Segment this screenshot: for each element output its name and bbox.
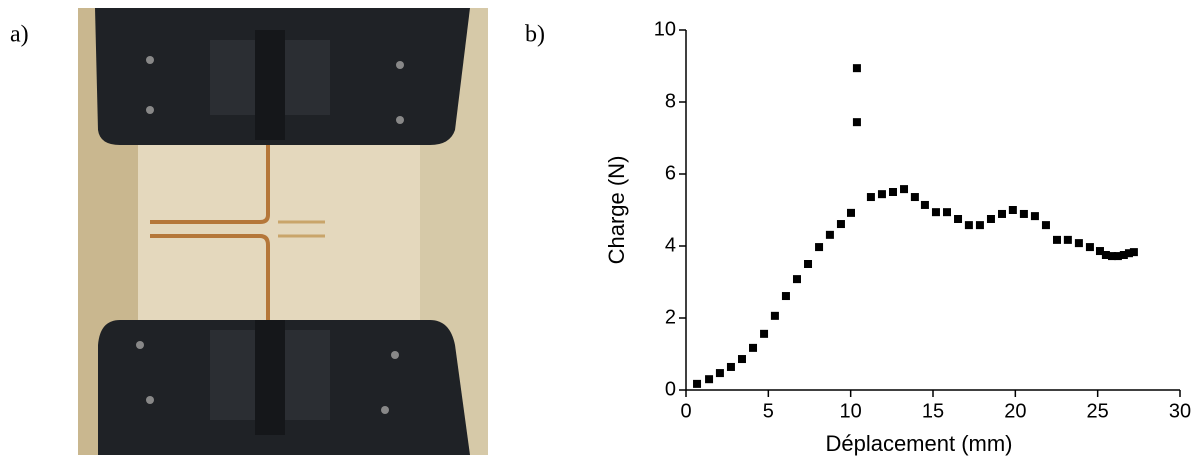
- point: [1085, 243, 1094, 252]
- point: [1052, 235, 1061, 244]
- point: [942, 208, 951, 217]
- point: [1119, 251, 1128, 259]
- y-tick-label: 8: [665, 90, 676, 112]
- point: [792, 275, 801, 284]
- point: [749, 343, 758, 352]
- point: [1095, 247, 1104, 256]
- x-tick-label: 5: [763, 400, 774, 422]
- point: [1041, 221, 1050, 230]
- point: [866, 193, 875, 202]
- point: [815, 243, 824, 252]
- point: [1030, 212, 1039, 221]
- point: [1063, 235, 1072, 244]
- point: [1074, 239, 1083, 248]
- x-axis-title: Déplacement (mm): [825, 431, 1012, 456]
- point: [836, 220, 845, 229]
- point: [804, 260, 813, 268]
- x-tick-label: 15: [922, 400, 944, 422]
- point: [1008, 206, 1017, 214]
- point: [1129, 248, 1138, 257]
- y-tick-label: 2: [665, 306, 676, 328]
- y-tick-label: 4: [665, 234, 676, 256]
- point: [900, 185, 909, 194]
- point: [770, 311, 779, 320]
- point: [726, 362, 735, 371]
- point: [920, 200, 929, 209]
- point: [1019, 209, 1028, 218]
- point: [715, 369, 724, 378]
- point: [705, 375, 714, 384]
- point: [1107, 252, 1116, 261]
- point: [1113, 252, 1122, 261]
- y-tick-label: 0: [665, 378, 676, 400]
- point: [1124, 249, 1133, 258]
- point: [910, 193, 919, 202]
- panel-label: b): [525, 22, 545, 48]
- point: [760, 329, 769, 338]
- photo: [78, 8, 488, 455]
- point: [852, 118, 861, 127]
- point: [1101, 251, 1110, 259]
- x-tick-label: 25: [1087, 400, 1109, 422]
- y-axis-title: Charge (N): [604, 156, 629, 265]
- point: [852, 64, 861, 73]
- point: [846, 208, 855, 217]
- point: [986, 215, 995, 223]
- point: [888, 188, 897, 196]
- point: [781, 292, 790, 301]
- y-tick-label: 6: [665, 162, 676, 184]
- point: [975, 221, 984, 230]
- point: [997, 209, 1006, 218]
- point: [954, 215, 963, 223]
- x-tick-label: 20: [1004, 400, 1026, 422]
- point: [737, 355, 746, 364]
- point: [877, 190, 886, 199]
- x-tick-label: 0: [680, 400, 691, 422]
- point: [931, 208, 940, 217]
- point: [964, 221, 973, 230]
- point: [693, 379, 702, 388]
- x-tick-label: 30: [1169, 400, 1191, 422]
- point: [825, 230, 834, 239]
- panel-label: a): [10, 22, 29, 48]
- y-tick-label: 10: [654, 18, 676, 40]
- x-tick-label: 10: [840, 400, 862, 422]
